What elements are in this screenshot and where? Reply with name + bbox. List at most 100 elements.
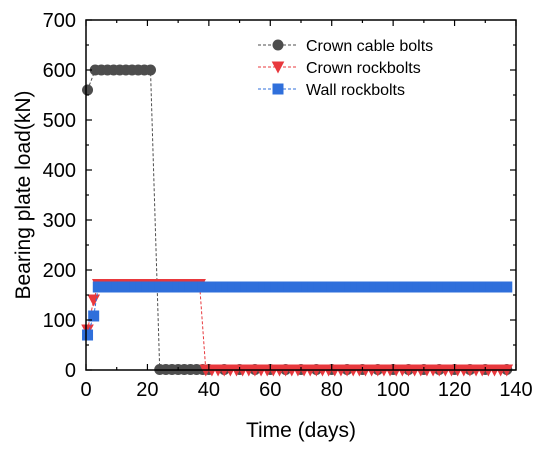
- y-tick-label: 100: [43, 310, 76, 332]
- series-2: [81, 279, 514, 377]
- data-point: [111, 281, 123, 293]
- data-point: [160, 281, 172, 293]
- y-tick-label: 600: [43, 60, 76, 82]
- data-point: [105, 281, 117, 293]
- series-1: [82, 64, 513, 375]
- plot-area: [81, 64, 514, 377]
- data-point: [145, 64, 156, 76]
- x-tick-label: 80: [321, 379, 343, 401]
- data-point: [258, 281, 270, 293]
- data-point: [166, 281, 178, 293]
- legend-item: Crown rockbolts: [258, 60, 421, 77]
- series-line: [87, 284, 507, 371]
- y-tick-label: 500: [43, 110, 76, 132]
- data-point: [191, 281, 203, 293]
- data-point: [436, 281, 448, 293]
- x-tick-label: 40: [198, 379, 220, 401]
- data-point: [87, 294, 100, 307]
- data-point: [227, 281, 239, 293]
- x-tick-label: 20: [136, 379, 158, 401]
- data-point: [295, 281, 307, 293]
- data-point: [375, 281, 387, 293]
- x-tick-label: 60: [259, 379, 281, 401]
- x-axis-title: Time (days): [246, 419, 356, 442]
- data-point: [289, 281, 301, 293]
- data-point: [135, 281, 147, 293]
- data-point: [461, 281, 473, 293]
- data-point: [492, 281, 504, 293]
- data-point: [455, 281, 467, 293]
- data-point: [277, 281, 289, 293]
- data-point: [363, 281, 375, 293]
- data-point: [98, 281, 110, 293]
- data-point: [184, 281, 196, 293]
- x-tick-label: 140: [499, 379, 532, 401]
- data-point: [264, 281, 276, 293]
- data-point: [430, 281, 442, 293]
- data-point: [369, 281, 381, 293]
- y-tick-label: 300: [43, 210, 76, 232]
- y-tick-label: 200: [43, 260, 76, 282]
- data-point: [424, 281, 436, 293]
- data-point: [270, 281, 282, 293]
- data-point: [88, 310, 100, 322]
- data-point: [326, 281, 338, 293]
- data-point: [82, 329, 94, 341]
- data-point: [307, 281, 319, 293]
- data-point: [129, 281, 141, 293]
- data-point: [123, 281, 135, 293]
- legend-marker: [272, 39, 284, 51]
- data-point: [418, 281, 430, 293]
- series-line: [87, 69, 507, 370]
- data-point: [246, 281, 258, 293]
- data-point: [344, 281, 356, 293]
- y-axis-title: Bearing plate load(kN): [12, 91, 35, 300]
- legend-label: Crown rockbolts: [306, 60, 421, 77]
- data-point: [338, 281, 350, 293]
- data-point: [473, 281, 485, 293]
- data-point: [412, 281, 424, 293]
- data-point: [203, 281, 215, 293]
- legend: Crown cable bolts Crown rockbolts Wall roc…: [258, 38, 433, 99]
- data-point: [467, 281, 479, 293]
- data-point: [92, 281, 104, 293]
- x-tick-label: 120: [438, 379, 471, 401]
- axis-ticks: 0 20 40 60 80 100 120 140 0 100 200 300 400 500 600 700: [43, 10, 533, 401]
- data-point: [356, 281, 368, 293]
- legend-item: Crown cable bolts: [258, 38, 433, 55]
- data-point: [148, 281, 160, 293]
- data-point: [479, 281, 491, 293]
- data-point: [215, 281, 227, 293]
- y-tick-label: 0: [65, 360, 76, 382]
- data-point: [172, 281, 184, 293]
- x-tick-label: 100: [376, 379, 409, 401]
- data-point: [221, 281, 233, 293]
- data-point: [141, 281, 153, 293]
- data-point: [393, 281, 405, 293]
- data-point: [209, 281, 221, 293]
- x-tick-label: 0: [80, 379, 91, 401]
- data-point: [252, 281, 264, 293]
- series-line: [87, 286, 507, 336]
- y-tick-label: 700: [43, 10, 76, 32]
- data-point: [332, 281, 344, 293]
- data-point: [154, 281, 166, 293]
- series-3: [82, 281, 513, 341]
- data-point: [283, 281, 295, 293]
- y-tick-label: 400: [43, 160, 76, 182]
- data-point: [399, 281, 411, 293]
- data-point: [234, 281, 246, 293]
- data-point: [301, 281, 313, 293]
- legend-label: Wall rockbolts: [306, 82, 405, 99]
- data-point: [320, 281, 332, 293]
- data-point: [449, 281, 461, 293]
- legend-marker: [272, 83, 284, 95]
- legend-item: Wall rockbolts: [258, 82, 405, 99]
- data-point: [240, 281, 252, 293]
- legend-label: Crown cable bolts: [306, 38, 433, 55]
- data-point: [501, 281, 513, 293]
- legend-marker: [271, 61, 285, 74]
- data-point: [197, 281, 209, 293]
- data-point: [178, 281, 190, 293]
